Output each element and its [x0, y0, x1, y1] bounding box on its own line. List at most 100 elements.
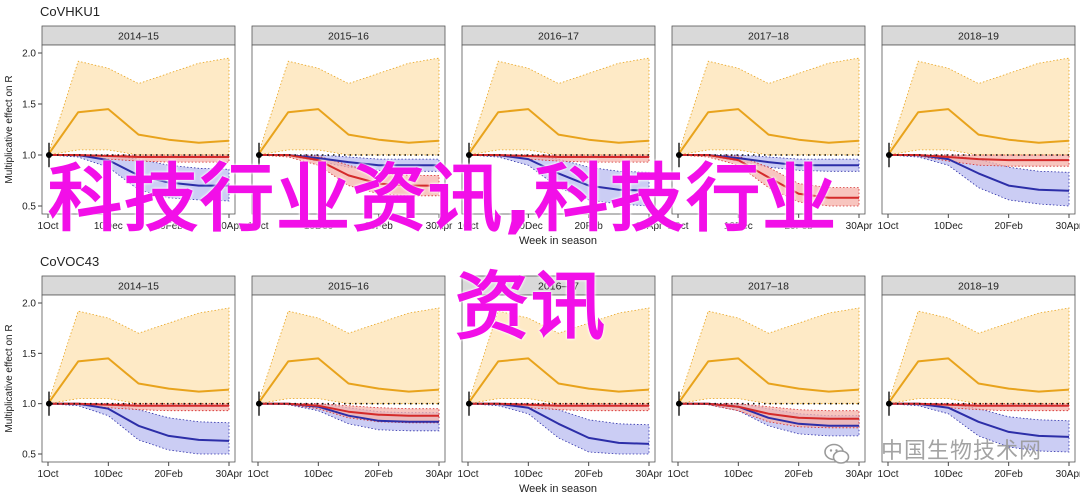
x-tick-label: 1Oct — [37, 221, 58, 232]
blue-ribbon — [887, 403, 1070, 453]
red-series-line — [48, 402, 229, 407]
x-axis-label: Week in season — [519, 235, 597, 247]
x-tick-label: 1Oct — [877, 221, 898, 232]
x-tick-label: 1Oct — [37, 469, 58, 480]
x-tick-label: 30Apr — [216, 221, 243, 232]
orange-series-line — [887, 108, 1070, 156]
x-tick-label: 1Oct — [247, 221, 268, 232]
start-point — [256, 152, 262, 158]
red-series-line — [258, 402, 439, 417]
start-point — [466, 152, 472, 158]
y-tick-label: 2.0 — [22, 299, 36, 310]
y-tick-label: 1.0 — [22, 399, 36, 410]
x-tick-label: 30Apr — [426, 469, 453, 480]
start-point — [676, 152, 682, 158]
x-tick-label: 10Dec — [304, 469, 333, 480]
red-series-line — [468, 402, 649, 407]
orange-ribbon — [47, 57, 230, 156]
y-tick-label: 0.5 — [22, 450, 36, 461]
red-series-line — [888, 154, 1069, 162]
blue-ribbon — [467, 403, 650, 455]
orange-ribbon — [257, 57, 440, 156]
orange-series-line — [467, 108, 650, 156]
x-tick-label: 30Apr — [216, 469, 243, 480]
x-tick-label: 1Oct — [457, 221, 478, 232]
blue-ribbon — [47, 403, 230, 455]
panel-season-label: 2014–15 — [118, 281, 159, 293]
y-axis-label: Multiplicative effect on R — [4, 324, 15, 432]
orange-series-line — [677, 357, 860, 405]
orange-ribbon — [677, 57, 860, 156]
orange-ribbon — [47, 307, 230, 405]
orange-ribbon — [257, 307, 440, 405]
x-tick-label: 20Feb — [364, 469, 393, 480]
x-tick-label: 20Feb — [154, 221, 183, 232]
x-tick-label: 20Feb — [784, 221, 813, 232]
y-tick-label: 0.5 — [22, 202, 36, 213]
panel-season-label: 2018–19 — [958, 281, 999, 293]
blue-ribbon — [257, 154, 440, 172]
start-point — [676, 400, 682, 407]
x-tick-label: 30Apr — [636, 469, 663, 480]
red-series-line — [258, 154, 439, 187]
x-tick-label: 20Feb — [574, 221, 603, 232]
chart-title: CoVHKU1 — [40, 4, 100, 19]
x-tick-label: 20Feb — [994, 221, 1023, 232]
x-tick-label: 10Dec — [514, 469, 543, 480]
orange-ribbon — [887, 57, 1070, 156]
x-tick-label: 10Dec — [94, 469, 123, 480]
start-point — [256, 400, 262, 407]
y-tick-label: 1.5 — [22, 349, 36, 360]
orange-series-line — [887, 357, 1070, 405]
x-tick-label: 1Oct — [877, 469, 898, 480]
x-tick-label: 30Apr — [1056, 469, 1080, 480]
x-tick-label: 1Oct — [247, 469, 268, 480]
orange-ribbon — [467, 57, 650, 156]
start-point — [46, 152, 52, 158]
x-tick-label: 10Dec — [724, 469, 753, 480]
orange-series-line — [467, 357, 650, 405]
panel-season-label: 2018–19 — [958, 31, 999, 43]
x-tick-label: 10Dec — [934, 221, 963, 232]
panel-season-label: 2017–18 — [748, 281, 789, 293]
orange-ribbon — [677, 307, 860, 405]
orange-ribbon — [467, 307, 650, 405]
x-tick-label: 20Feb — [154, 469, 183, 480]
panel-season-label: 2016–17 — [538, 281, 579, 293]
x-tick-label: 30Apr — [1056, 221, 1080, 232]
x-tick-label: 1Oct — [667, 221, 688, 232]
y-tick-label: 2.0 — [22, 49, 36, 60]
red-series-line — [468, 154, 649, 158]
orange-ribbon — [887, 307, 1070, 405]
orange-series-line — [257, 108, 440, 156]
panel-season-label: 2015–16 — [328, 31, 369, 43]
orange-series-line — [47, 108, 230, 156]
y-tick-label: 1.0 — [22, 151, 36, 162]
x-tick-label: 10Dec — [514, 221, 543, 232]
x-tick-label: 20Feb — [784, 469, 813, 480]
start-point — [466, 400, 472, 407]
x-axis-label: Week in season — [519, 483, 597, 495]
start-point — [886, 152, 892, 158]
blue-ribbon — [887, 154, 1070, 207]
red-series-line — [678, 154, 859, 199]
blue-ribbon — [677, 154, 860, 172]
blue-ribbon — [47, 154, 230, 202]
x-tick-label: 20Feb — [994, 469, 1023, 480]
x-tick-label: 10Dec — [304, 221, 333, 232]
panel-season-label: 2014–15 — [118, 31, 159, 43]
x-tick-label: 1Oct — [667, 469, 688, 480]
start-point — [886, 400, 892, 407]
red-series-line — [48, 154, 229, 158]
x-tick-label: 30Apr — [426, 221, 453, 232]
x-tick-label: 30Apr — [846, 469, 873, 480]
blue-ribbon — [467, 154, 650, 207]
orange-series-line — [47, 357, 230, 405]
x-tick-label: 10Dec — [94, 221, 123, 232]
x-tick-label: 1Oct — [457, 469, 478, 480]
start-point — [46, 400, 52, 407]
x-tick-label: 20Feb — [364, 221, 393, 232]
panel-season-label: 2015–16 — [328, 281, 369, 293]
red-series-line — [888, 402, 1069, 407]
